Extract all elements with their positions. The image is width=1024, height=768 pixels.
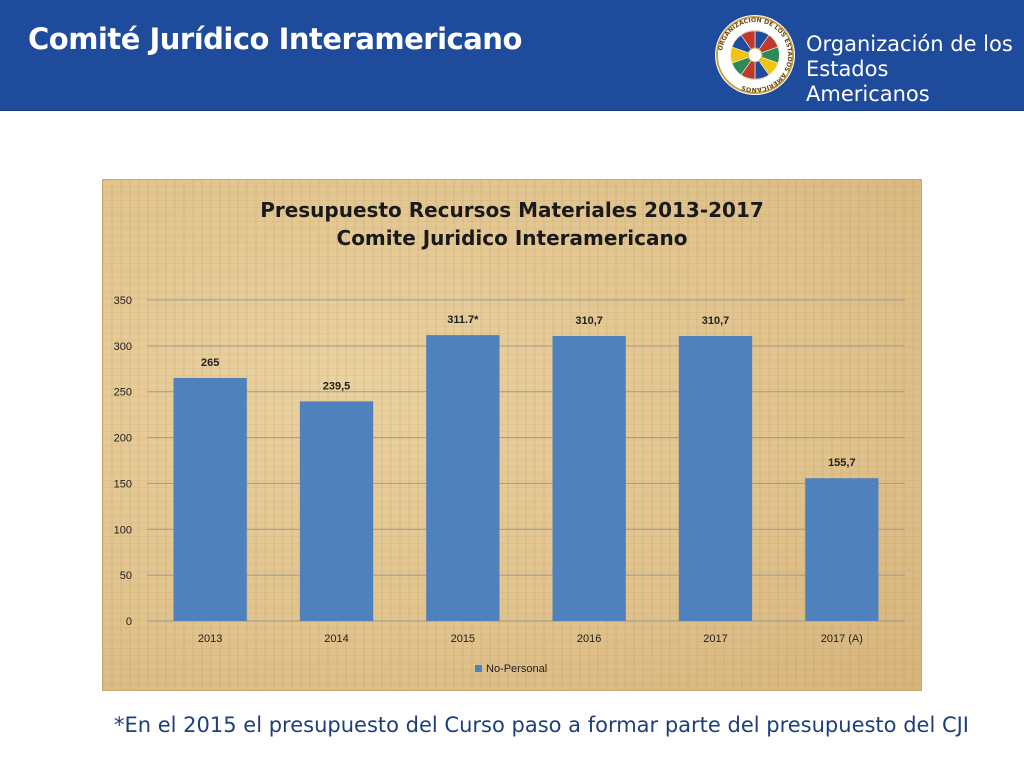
org-name-line2: Estados Americanos — [806, 57, 930, 106]
y-tick-label: 250 — [114, 387, 132, 399]
y-tick-label: 150 — [114, 478, 132, 490]
bar — [805, 478, 879, 621]
slide-title: Comité Jurídico Interamericano — [28, 22, 522, 56]
x-tick-label: 2017 — [703, 633, 727, 645]
chart-title: Presupuesto Recursos Materiales 2013-201… — [0, 196, 1024, 252]
y-tick-label: 100 — [114, 524, 132, 536]
legend-label: No-Personal — [486, 663, 547, 675]
footnote: *En el 2015 el presupuesto del Curso pas… — [114, 713, 970, 737]
data-label: 239,5 — [323, 380, 351, 392]
x-tick-label: 2013 — [198, 633, 222, 645]
org-name: Organización de los Estados Americanos — [806, 32, 1014, 107]
bar — [678, 336, 753, 621]
x-tick-label: 2016 — [577, 633, 601, 645]
bar — [552, 336, 626, 621]
bar — [299, 401, 374, 621]
y-tick-label: 350 — [114, 295, 132, 307]
bar — [426, 335, 500, 621]
y-tick-label: 300 — [114, 341, 132, 353]
x-tick-label: 2014 — [324, 633, 348, 645]
data-label: 265 — [201, 357, 219, 369]
x-tick-label: 2015 — [451, 633, 475, 645]
legend-swatch — [475, 665, 482, 672]
data-label: 310,7 — [702, 315, 730, 327]
y-tick-label: 200 — [114, 433, 132, 445]
oas-logo: ORGANIZACION DE LOS ESTADOS AMERICANOS O… — [714, 14, 1014, 106]
chart-subtitle: Comite Juridico Interamericano — [336, 226, 688, 250]
y-tick-label: 0 — [126, 616, 132, 628]
data-label: 155,7 — [828, 457, 856, 469]
y-tick-label: 50 — [120, 570, 132, 582]
oas-seal-icon: ORGANIZACION DE LOS ESTADOS AMERICANOS — [715, 15, 795, 95]
org-name-line1: Organización de los — [806, 32, 1013, 56]
bar — [173, 377, 247, 621]
data-label: 310,7 — [575, 315, 603, 327]
data-label: 311.7* — [447, 314, 479, 326]
chart-title-line1: Presupuesto Recursos Materiales 2013-201… — [260, 198, 764, 222]
x-tick-label: 2017 (A) — [821, 633, 863, 645]
slide-header: Comité Jurídico Interamericano ORGANIZAC… — [0, 0, 1024, 111]
